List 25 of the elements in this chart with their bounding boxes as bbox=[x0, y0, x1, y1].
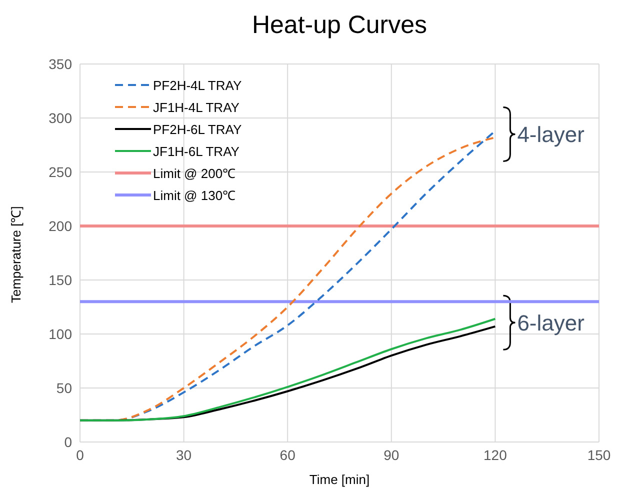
chart-title: Heat-up Curves bbox=[250, 10, 428, 41]
y-tick-label: 200 bbox=[48, 218, 72, 234]
y-tick-label: 300 bbox=[48, 110, 72, 126]
legend-label: PF2H-6L TRAY bbox=[153, 122, 242, 136]
y-tick-label: 50 bbox=[56, 380, 72, 396]
y-tick-label: 250 bbox=[48, 164, 72, 180]
annotation: 6-layer bbox=[517, 310, 584, 336]
x-axis-title: Time [min] bbox=[309, 472, 370, 487]
y-tick-label: 0 bbox=[64, 434, 72, 450]
legend-label: JF1H-6L TRAY bbox=[153, 144, 240, 158]
x-tick-label: 0 bbox=[76, 446, 84, 463]
legend-label: Limit @ 130℃ bbox=[153, 187, 236, 204]
y-tick-label: 150 bbox=[48, 272, 72, 288]
legend-label: JF1H-4L TRAY bbox=[153, 100, 240, 114]
x-tick-label: 60 bbox=[280, 446, 296, 463]
y-tick-label: 350 bbox=[48, 56, 72, 72]
annotation: 4-layer bbox=[517, 122, 584, 148]
x-tick-label: 150 bbox=[587, 446, 611, 463]
x-tick-label: 120 bbox=[484, 446, 508, 463]
legend-label: PF2H-4L TRAY bbox=[153, 78, 242, 92]
legend-label: Limit @ 200℃ bbox=[153, 165, 236, 182]
y-axis-title: Temperature [℃] bbox=[8, 206, 24, 303]
x-tick-label: 90 bbox=[384, 446, 400, 463]
y-tick-label: 100 bbox=[48, 326, 72, 342]
x-tick-label: 30 bbox=[176, 446, 192, 463]
